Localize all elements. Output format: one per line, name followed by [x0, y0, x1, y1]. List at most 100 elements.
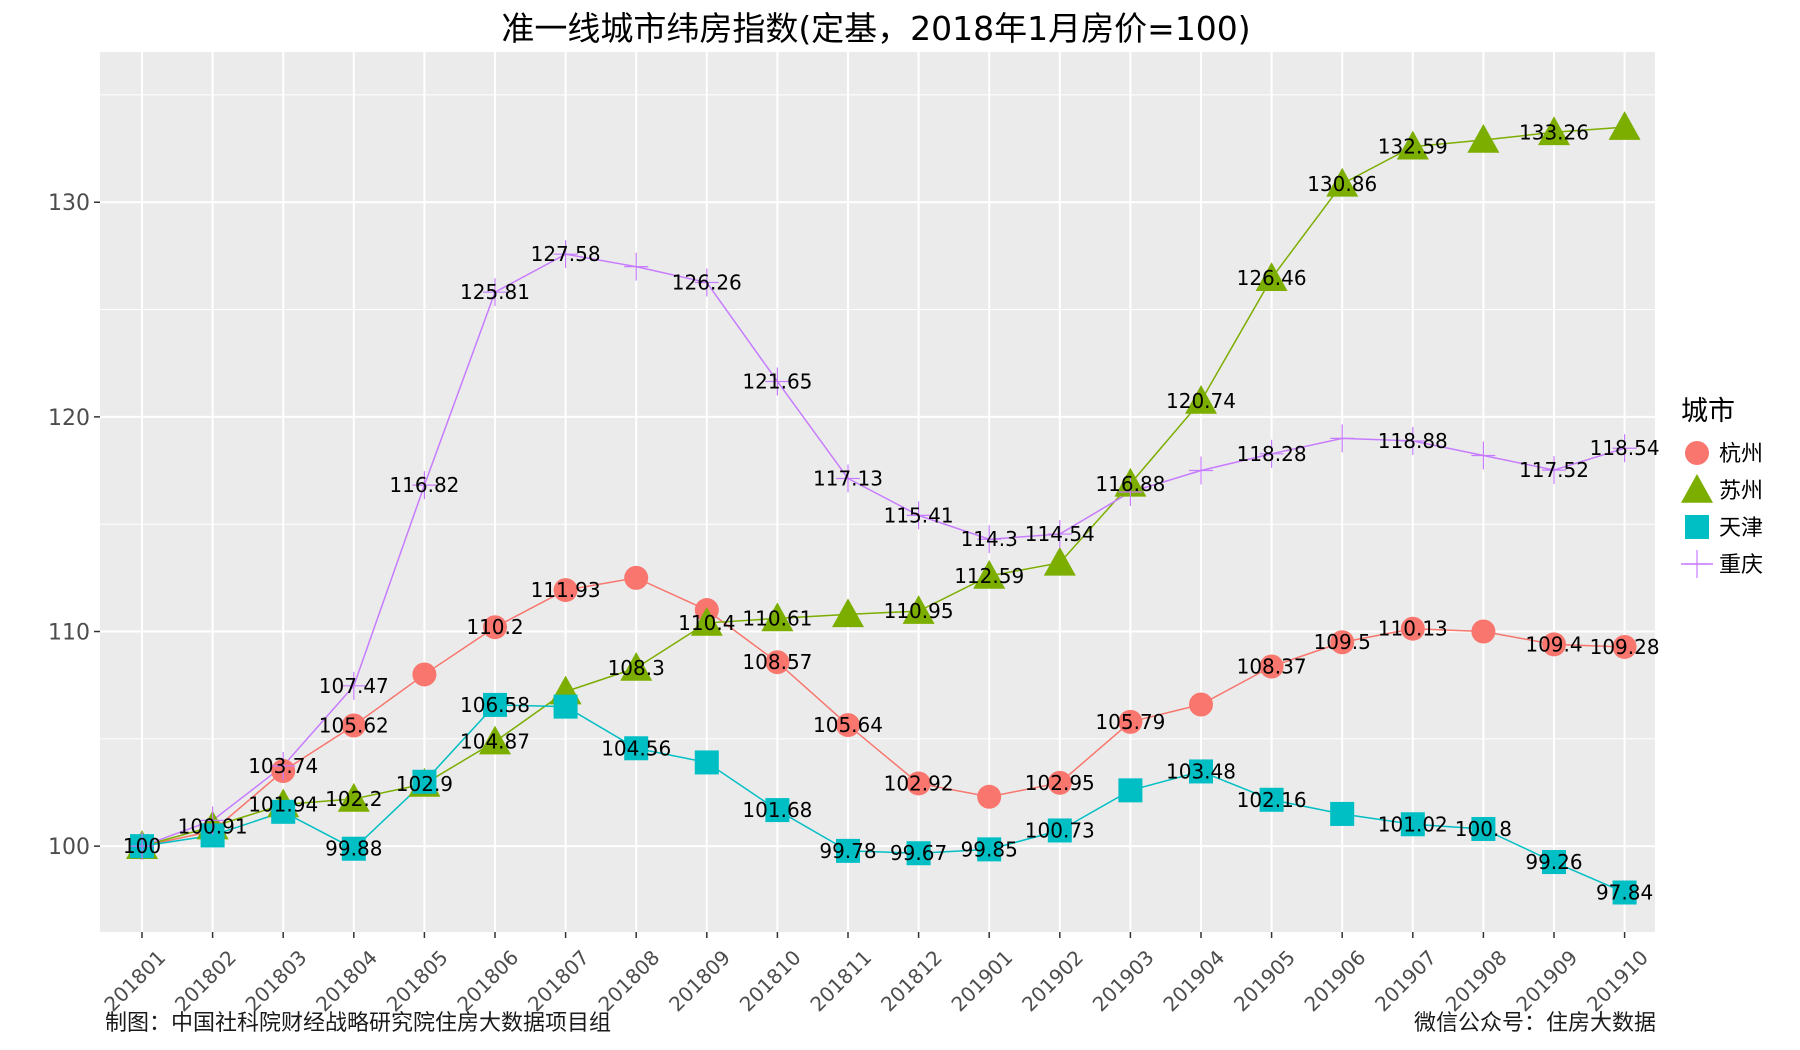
data-label: 111.93: [531, 578, 601, 602]
data-point-天津: [412, 769, 437, 794]
series-line-重庆: [141, 253, 1625, 847]
series-line-苏州: [141, 126, 1625, 847]
data-point-天津: [694, 750, 719, 775]
data-point-苏州: [620, 652, 653, 681]
data-point-重庆: [200, 806, 225, 835]
data-label: 99.88: [325, 837, 382, 861]
data-label: 100.91: [178, 815, 248, 839]
data-label: 102.2: [325, 787, 382, 811]
data-point-杭州: [1118, 709, 1143, 734]
data-point-杭州: [836, 713, 860, 738]
data-label: 109.5: [1314, 630, 1371, 654]
data-point-天津: [1259, 787, 1284, 812]
data-point-天津: [1189, 759, 1213, 784]
data-label: 103.74: [248, 754, 318, 778]
legend-label: 重庆: [1719, 553, 1763, 578]
data-point-重庆: [1047, 520, 1072, 549]
data-label: 116.88: [1095, 472, 1165, 496]
x-tick-label: 201808: [593, 945, 664, 1016]
data-point-苏州: [1255, 262, 1288, 292]
data-point-杭州: [553, 578, 578, 603]
x-tick-label: 201901: [946, 945, 1017, 1016]
data-point-重庆: [624, 252, 649, 281]
data-label: 102.9: [396, 772, 453, 796]
data-point-重庆: [553, 240, 578, 269]
data-label: 126.26: [672, 271, 742, 295]
data-label: 105.79: [1095, 710, 1165, 734]
x-tick-label: 201904: [1158, 945, 1229, 1016]
x-tick-label: 201806: [452, 945, 523, 1016]
data-point-苏州: [1396, 130, 1429, 160]
data-label: 100: [123, 834, 161, 858]
data-point-杭州: [1189, 692, 1213, 717]
data-label: 103.48: [1166, 759, 1236, 783]
data-label: 114.3: [961, 527, 1018, 551]
series-lines: [141, 126, 1625, 894]
x-tick-label: 201805: [382, 945, 453, 1016]
data-point-苏州: [337, 782, 370, 812]
data-point-重庆: [1471, 441, 1496, 470]
data-label: 117.52: [1519, 458, 1589, 482]
x-tick-label: 201903: [1088, 945, 1159, 1016]
data-label: 133.26: [1519, 120, 1589, 144]
data-label: 108.3: [608, 656, 665, 680]
data-point-重庆: [977, 525, 1002, 554]
x-tick-label: 201906: [1299, 945, 1370, 1016]
data-point-天津: [271, 799, 296, 824]
plot-panel: [100, 52, 1655, 932]
data-label: 130.86: [1307, 172, 1377, 196]
data-label: 105.62: [319, 714, 389, 738]
footer-left: 制图：中国社科院财经战略研究院住房大数据项目组: [105, 1011, 611, 1036]
data-label: 108.57: [742, 650, 812, 674]
data-point-杭州: [483, 615, 507, 640]
data-point-天津: [483, 692, 507, 717]
data-point-重庆: [765, 367, 790, 396]
data-label: 110.13: [1378, 617, 1448, 641]
data-point-杭州: [1259, 654, 1284, 679]
data-point-杭州: [1047, 770, 1072, 795]
series-line-杭州: [141, 577, 1625, 847]
data-label: 126.46: [1237, 266, 1307, 290]
data-label: 109.4: [1525, 632, 1582, 656]
data-label: 102.92: [884, 771, 954, 795]
x-axis: 201801 201802 201803 201804 201805 201806 2018…: [99, 932, 1653, 1016]
data-point-杭州: [341, 713, 366, 738]
data-point-重庆: [836, 464, 860, 493]
x-tick-label: 201801: [99, 945, 170, 1016]
data-point-苏州: [1608, 111, 1641, 140]
data-label: 121.65: [742, 369, 812, 393]
x-tick-label: 201910: [1582, 945, 1653, 1016]
data-label: 99.78: [819, 839, 876, 863]
legend-title: 城市: [1681, 396, 1735, 427]
data-point-杭州: [412, 662, 437, 687]
y-tick-label: 130: [48, 191, 90, 216]
data-label: 97.84: [1596, 881, 1653, 905]
data-point-重庆: [1189, 456, 1213, 485]
data-label: 112.59: [954, 564, 1024, 588]
data-point-重庆: [1330, 424, 1355, 453]
data-point-天津: [836, 838, 860, 863]
data-point-重庆: [412, 471, 437, 500]
x-tick-label: 201907: [1370, 945, 1441, 1016]
legend-label: 杭州: [1719, 442, 1763, 467]
data-point-杭州: [1471, 619, 1496, 644]
data-label: 110.2: [466, 615, 523, 639]
data-point-苏州: [690, 606, 723, 636]
data-label: 110.61: [742, 606, 812, 630]
data-point-杭州: [906, 771, 931, 796]
data-point-天津: [1330, 801, 1355, 826]
data-label: 105.64: [813, 713, 883, 737]
legend-label: 苏州: [1719, 479, 1763, 504]
data-point-重庆: [130, 832, 154, 861]
series-line-天津: [141, 704, 1625, 894]
data-label: 107.47: [319, 674, 389, 698]
y-axis: 100 110 120 130: [48, 191, 100, 860]
series-points: [126, 111, 1641, 905]
data-point-杭州: [1542, 632, 1566, 657]
data-point-天津: [553, 694, 578, 719]
data-label: 102.16: [1237, 788, 1307, 812]
data-point-天津: [1047, 818, 1072, 843]
x-tick-label: 201807: [523, 945, 594, 1016]
x-tick-label: 201902: [1017, 945, 1088, 1016]
data-point-杭州: [977, 784, 1002, 809]
